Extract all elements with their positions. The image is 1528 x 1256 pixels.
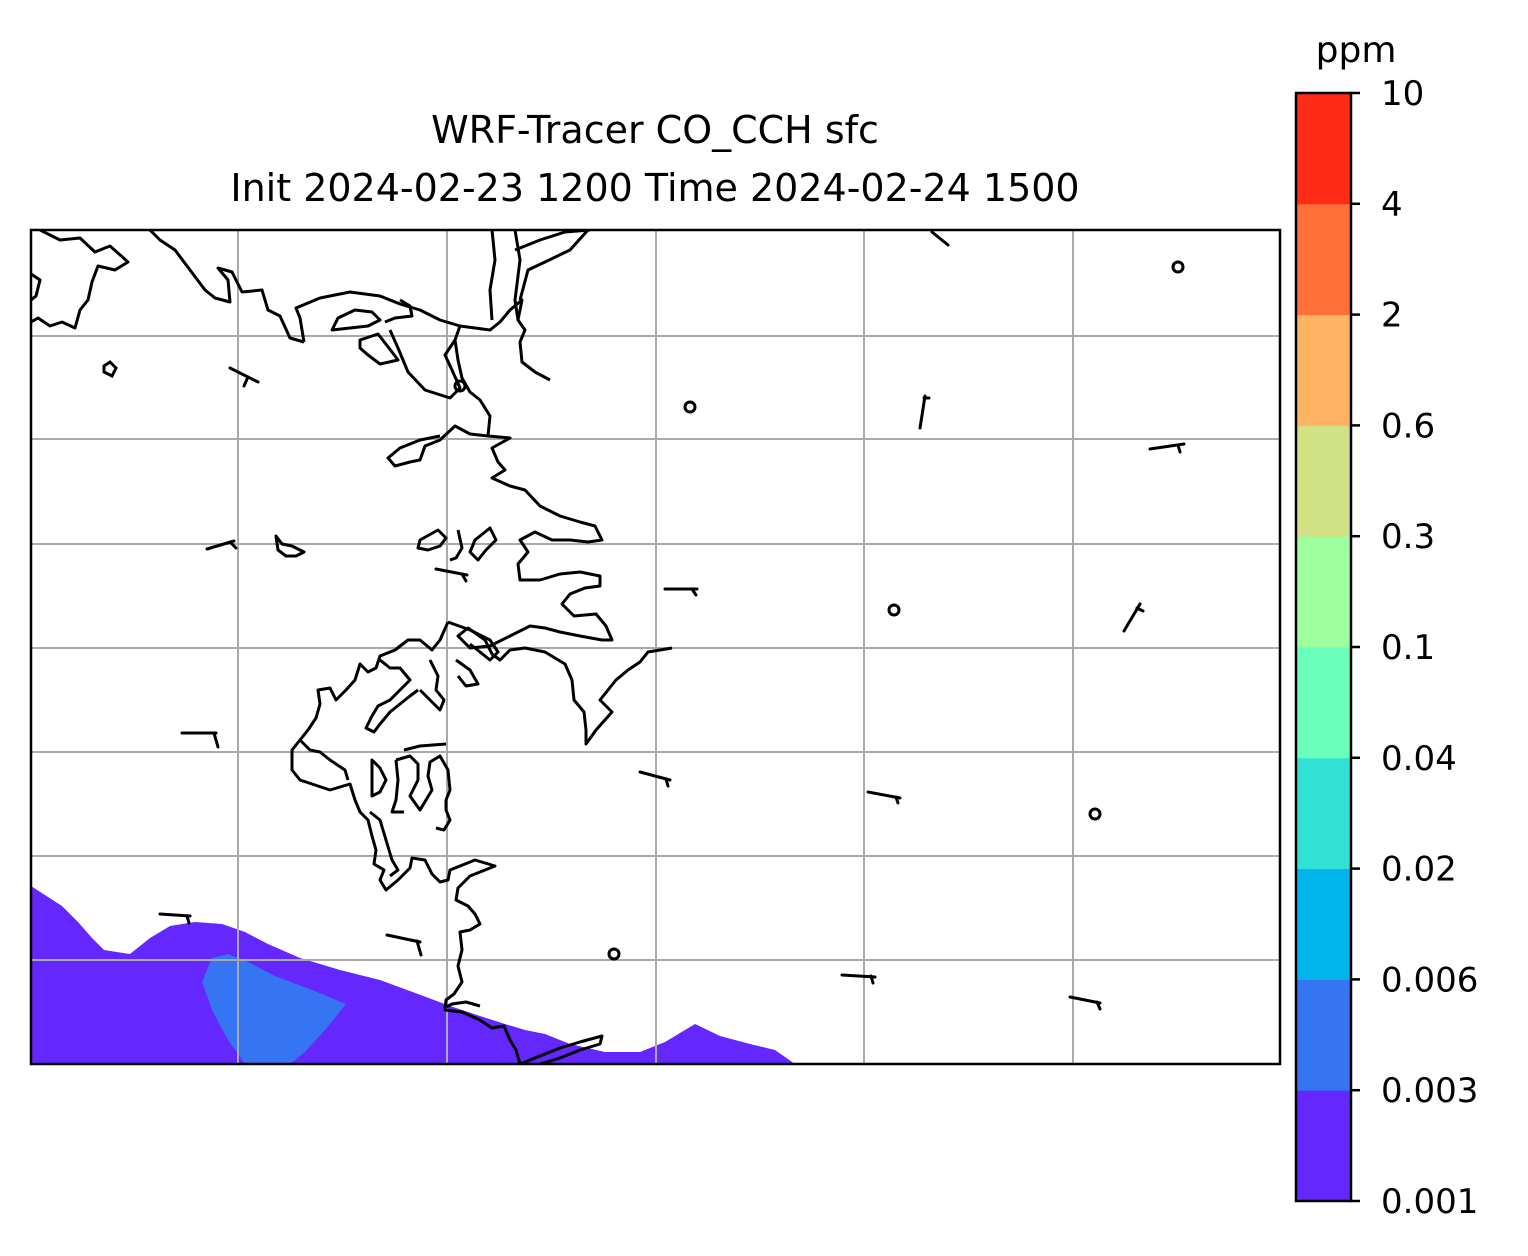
colorbar-segment [1296, 979, 1351, 1091]
wind-barb [866, 790, 902, 805]
colorbar-segment [1296, 647, 1351, 759]
colorbar-tick-label: 0.003 [1381, 1071, 1478, 1111]
wind-barb [158, 912, 192, 925]
colorbar-unit-label: ppm [1315, 30, 1397, 71]
colorbar-tick-label: 2 [1381, 296, 1403, 336]
wind-barb [1122, 602, 1145, 633]
map-panel [31, 230, 1280, 1064]
wind-barb [1148, 442, 1186, 454]
calm-circles [453, 260, 1185, 961]
wind-barb [930, 230, 950, 247]
colorbar-tick-label: 0.001 [1381, 1182, 1478, 1222]
wind-barb [840, 973, 877, 985]
map-title-line-1: WRF-Tracer CO_CCH sfc [431, 108, 879, 152]
wind-barb [180, 731, 220, 749]
wind-barb [434, 567, 469, 583]
colorbar-tick-label: 10 [1381, 74, 1424, 114]
map-frame [29, 228, 1282, 1066]
wind-barb [663, 587, 699, 597]
colorbar-tick-label: 0.1 [1381, 628, 1435, 668]
colorbar-tick-label: 0.02 [1381, 850, 1457, 890]
wind-barb [638, 770, 672, 788]
colorbar-tick-label: 0.3 [1381, 517, 1435, 557]
colorbar-segment [1296, 536, 1351, 648]
colorbar: 0.001 0.003 0.006 0.02 0.04 0.1 0.3 0.6 2 4 10 [1294, 74, 1478, 1222]
colorbar-segment [1296, 757, 1351, 870]
wind-barb [385, 933, 423, 957]
wind-barb [1068, 995, 1102, 1011]
colorbar-segment [1296, 1090, 1351, 1202]
colorbar-segment [1296, 425, 1351, 537]
map-title-line-2: Init 2024-02-23 1200 Time 2024-02-24 150… [230, 166, 1080, 210]
colorbar-tick-label: 0.6 [1381, 406, 1435, 446]
coastlines [31, 230, 673, 1064]
wind-barb [228, 366, 260, 388]
colorbar-tick-label: 0.006 [1381, 960, 1478, 1000]
colorbar-segment [1296, 93, 1351, 205]
colorbar-segment [1296, 203, 1351, 316]
colorbar-tick-label: 0.04 [1381, 739, 1457, 779]
wind-barb [918, 394, 931, 430]
colorbar-segment [1296, 868, 1351, 980]
wind-barb [205, 539, 238, 551]
island-small [102, 360, 118, 379]
wind-barbs [102, 230, 1186, 1011]
colorbar-tick-label: 4 [1381, 185, 1403, 225]
colorbar-segment [1296, 314, 1351, 426]
gridlines [31, 230, 1280, 1064]
